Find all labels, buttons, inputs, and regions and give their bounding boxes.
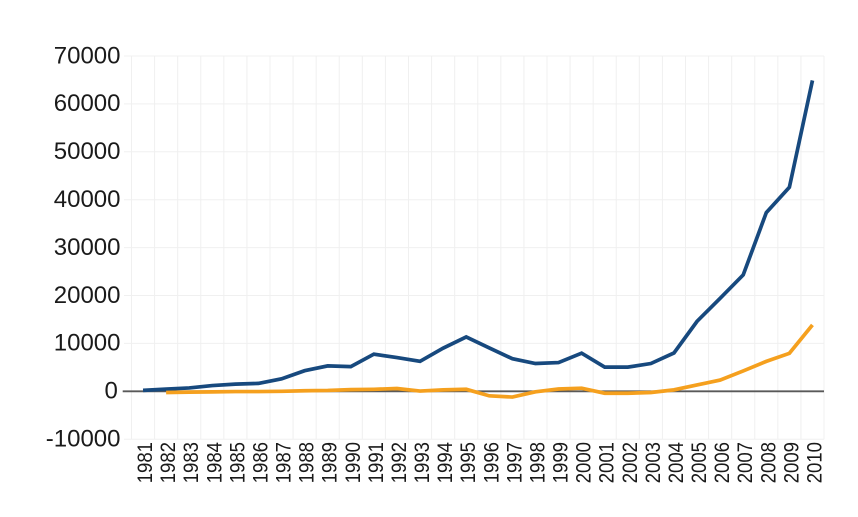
svg-text:70000: 70000 xyxy=(54,42,121,69)
svg-text:2000: 2000 xyxy=(573,442,596,483)
svg-text:2003: 2003 xyxy=(642,442,665,483)
svg-text:2002: 2002 xyxy=(619,442,642,483)
svg-text:2004: 2004 xyxy=(665,442,688,484)
svg-text:1996: 1996 xyxy=(480,442,503,483)
svg-text:1990: 1990 xyxy=(342,442,365,483)
svg-text:2006: 2006 xyxy=(711,442,734,483)
svg-text:1983: 1983 xyxy=(180,442,203,483)
svg-text:1993: 1993 xyxy=(411,442,434,483)
svg-text:2008: 2008 xyxy=(757,442,780,483)
svg-text:1999: 1999 xyxy=(550,442,573,483)
svg-text:1998: 1998 xyxy=(526,442,549,483)
svg-text:2001: 2001 xyxy=(596,442,619,483)
svg-text:1995: 1995 xyxy=(457,442,480,483)
svg-text:50000: 50000 xyxy=(54,138,121,165)
svg-text:-10000: -10000 xyxy=(46,425,121,452)
svg-text:2007: 2007 xyxy=(734,442,757,483)
svg-text:60000: 60000 xyxy=(54,90,121,117)
svg-text:30000: 30000 xyxy=(54,234,121,261)
svg-text:40000: 40000 xyxy=(54,186,121,213)
svg-text:1991: 1991 xyxy=(365,442,388,483)
svg-text:1982: 1982 xyxy=(157,442,180,483)
svg-text:0: 0 xyxy=(104,378,117,405)
svg-text:1986: 1986 xyxy=(249,442,272,483)
svg-text:10000: 10000 xyxy=(54,330,121,357)
svg-text:1985: 1985 xyxy=(226,442,249,483)
svg-text:1987: 1987 xyxy=(273,442,296,483)
svg-text:1992: 1992 xyxy=(388,442,411,483)
svg-text:1988: 1988 xyxy=(296,442,319,483)
svg-text:1981: 1981 xyxy=(134,442,157,483)
svg-text:1994: 1994 xyxy=(434,442,457,484)
svg-text:2010: 2010 xyxy=(803,442,826,483)
svg-text:20000: 20000 xyxy=(54,282,121,309)
svg-text:2009: 2009 xyxy=(780,442,803,483)
svg-text:1984: 1984 xyxy=(203,442,226,484)
svg-text:1997: 1997 xyxy=(503,442,526,483)
svg-text:1989: 1989 xyxy=(319,442,342,483)
svg-text:2005: 2005 xyxy=(688,442,711,483)
